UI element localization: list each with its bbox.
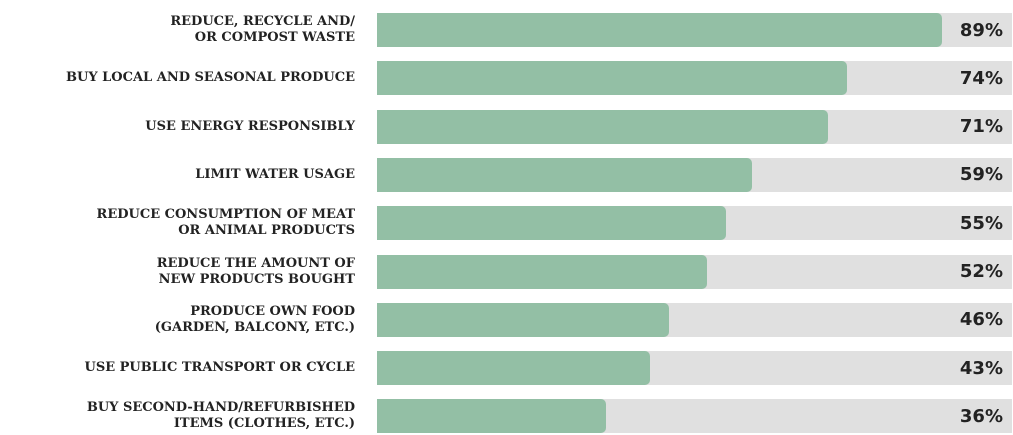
bar [377,13,943,47]
value-label: 74% [959,67,1003,89]
value-label: 71% [959,116,1003,138]
bar [377,206,727,241]
category-label: PRODUCE OWN FOOD (GARDEN, BALCONY, ETC.) [154,303,355,335]
value-label: 55% [959,212,1003,234]
bar [377,351,651,386]
category-label: REDUCE CONSUMPTION OF MEAT OR ANIMAL PRO… [96,207,355,239]
category-label: USE ENERGY RESPONSIBLY [145,118,355,134]
bar [377,254,708,289]
bar [377,157,752,192]
category-label: USE PUBLIC TRANSPORT OR CYCLE [84,360,355,376]
value-label: 46% [959,309,1003,331]
value-label: 52% [959,261,1003,282]
category-label: REDUCE, RECYCLE AND/ OR COMPOST WASTE [170,14,355,45]
bar [377,61,847,96]
value-label: 89% [959,19,1003,41]
bar [377,399,606,434]
value-label: 43% [959,357,1003,379]
category-label: BUY LOCAL AND SEASONAL PRODUCE [66,70,355,86]
bar [377,302,670,337]
value-label: 36% [959,405,1003,427]
value-label: 59% [959,164,1003,186]
category-label: BUY SECOND-HAND/REFURBISHED ITEMS (CLOTH… [86,400,355,432]
category-label: LIMIT WATER USAGE [195,166,355,182]
category-label: REDUCE THE AMOUNT OF NEW PRODUCTS BOUGHT [156,255,355,287]
bar [377,109,828,144]
